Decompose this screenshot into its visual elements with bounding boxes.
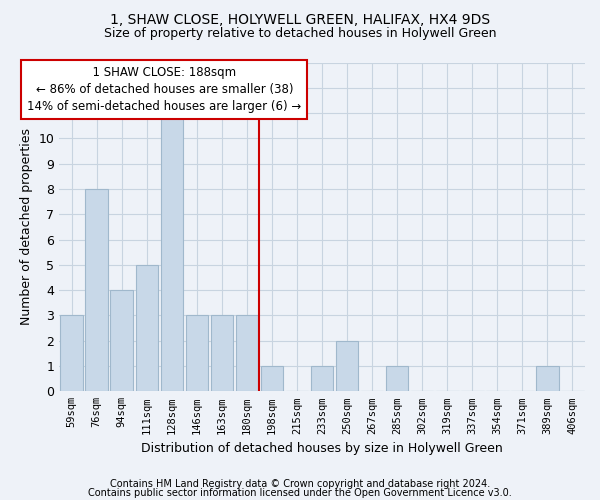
Bar: [85, 189, 108, 392]
X-axis label: Distribution of detached houses by size in Holywell Green: Distribution of detached houses by size …: [141, 442, 503, 455]
Text: 1, SHAW CLOSE, HOLYWELL GREEN, HALIFAX, HX4 9DS: 1, SHAW CLOSE, HOLYWELL GREEN, HALIFAX, …: [110, 12, 490, 26]
Bar: [311, 366, 334, 392]
Bar: [211, 316, 233, 392]
Text: Contains HM Land Registry data © Crown copyright and database right 2024.: Contains HM Land Registry data © Crown c…: [110, 479, 490, 489]
Bar: [536, 366, 559, 392]
Bar: [261, 366, 283, 392]
Bar: [136, 265, 158, 392]
Bar: [236, 316, 258, 392]
Y-axis label: Number of detached properties: Number of detached properties: [20, 128, 33, 326]
Bar: [110, 290, 133, 392]
Text: Size of property relative to detached houses in Holywell Green: Size of property relative to detached ho…: [104, 28, 496, 40]
Text: Contains public sector information licensed under the Open Government Licence v3: Contains public sector information licen…: [88, 488, 512, 498]
Bar: [336, 340, 358, 392]
Bar: [61, 316, 83, 392]
Bar: [185, 316, 208, 392]
Bar: [386, 366, 409, 392]
Bar: [161, 113, 183, 392]
Text: 1 SHAW CLOSE: 188sqm  
← 86% of detached houses are smaller (38)
14% of semi-det: 1 SHAW CLOSE: 188sqm ← 86% of detached h…: [27, 66, 301, 114]
